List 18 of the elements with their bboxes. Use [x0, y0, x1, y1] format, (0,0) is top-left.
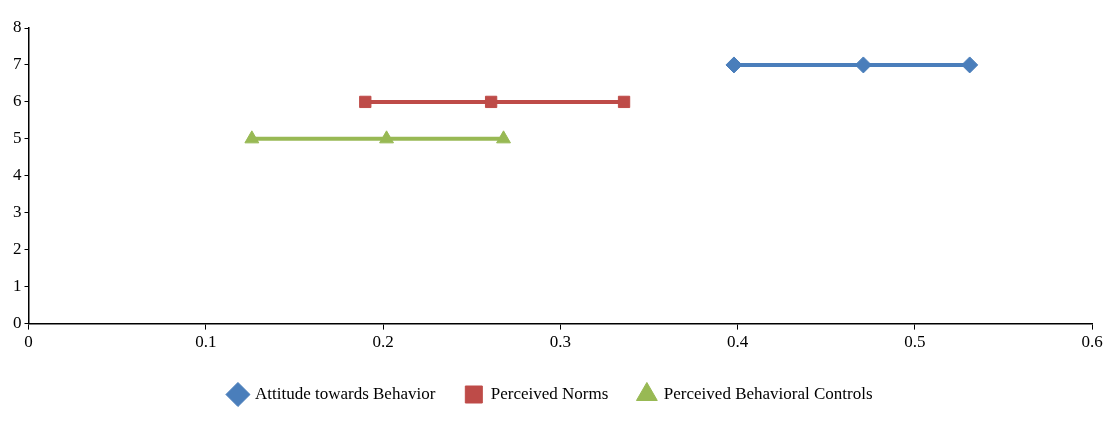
x-tick-label: 0.3 [549, 332, 571, 352]
x-tick-label: 0.6 [1081, 332, 1103, 352]
y-tick-label: 2 [13, 239, 22, 259]
y-tick-label: 4 [13, 165, 22, 185]
x-tick-label: 0.5 [904, 332, 926, 352]
y-tick-label: 3 [13, 202, 22, 222]
y-tick-label: 8 [13, 17, 22, 37]
y-tick-label: 5 [13, 128, 22, 148]
x-tick-label: 0.2 [372, 332, 394, 352]
x-tick-label: 0.4 [726, 332, 749, 352]
y-tick-label: 6 [13, 91, 22, 111]
y-tick-label: 7 [13, 54, 22, 74]
y-tick-label: 1 [13, 276, 22, 296]
legend-label: Perceived Norms [490, 383, 609, 403]
x-tick-label: 0.1 [195, 332, 217, 352]
y-tick-label: 0 [13, 313, 22, 333]
legend-label: Attitude towards Behavior [254, 383, 436, 403]
legend-label: Perceived Behavioral Controls [663, 383, 873, 403]
